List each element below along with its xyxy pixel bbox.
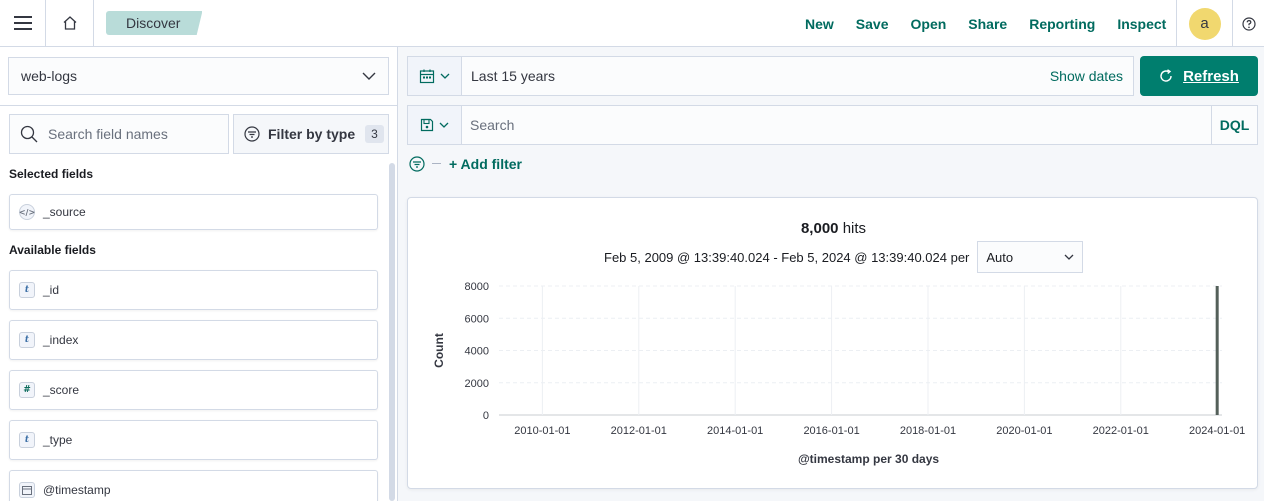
user-menu[interactable]: a bbox=[1176, 0, 1232, 47]
number-field-icon: # bbox=[19, 382, 35, 398]
field-item-timestamp[interactable]: @timestamp bbox=[9, 470, 378, 501]
date-range-label[interactable]: Last 15 years bbox=[471, 68, 556, 84]
filter-row: + Add filter bbox=[409, 154, 522, 174]
field-search-placeholder: Search field names bbox=[48, 126, 168, 142]
add-filter-button[interactable]: + Add filter bbox=[449, 156, 522, 172]
divider bbox=[0, 105, 398, 106]
interval-value: Auto bbox=[986, 249, 1014, 265]
chevron-down-icon bbox=[440, 73, 450, 79]
calendar-field-icon bbox=[19, 482, 35, 498]
x-tick-label: 2010-01-01 bbox=[514, 425, 570, 437]
filter-by-type-label: Filter by type bbox=[268, 126, 356, 142]
date-picker: Last 15 years Show dates bbox=[407, 56, 1134, 96]
calendar-icon bbox=[419, 69, 435, 84]
sidebar-scrollbar[interactable] bbox=[389, 163, 395, 501]
breadcrumb[interactable]: Discover bbox=[106, 11, 203, 35]
source-field-icon: </> bbox=[19, 204, 35, 220]
field-name: _source bbox=[43, 205, 86, 219]
selected-fields-title: Selected fields bbox=[9, 167, 94, 181]
y-tick-label: 2000 bbox=[465, 378, 489, 390]
query-bar: Search DQL bbox=[407, 105, 1258, 145]
field-name: _score bbox=[43, 383, 80, 397]
avatar: a bbox=[1188, 7, 1221, 40]
field-item-type[interactable]: t _type bbox=[9, 420, 378, 460]
y-tick-label: 6000 bbox=[465, 313, 489, 325]
y-tick-label: 0 bbox=[483, 410, 489, 422]
interval-select[interactable]: Auto bbox=[977, 241, 1084, 273]
x-tick-label: 2018-01-01 bbox=[900, 425, 956, 437]
y-tick-label: 4000 bbox=[465, 346, 489, 358]
field-name: _id bbox=[43, 283, 60, 297]
index-pattern-select[interactable]: web-logs bbox=[8, 57, 389, 95]
hits-label: hits bbox=[842, 220, 867, 237]
save-button[interactable]: Save bbox=[855, 15, 889, 32]
refresh-button[interactable]: Refresh bbox=[1140, 56, 1258, 96]
y-axis-label: Count bbox=[432, 333, 446, 368]
share-button[interactable]: Share bbox=[968, 15, 1008, 32]
histogram-panel: 8,000 hits Feb 5, 2009 @ 13:39:40.024 - … bbox=[407, 197, 1258, 489]
filter-icon[interactable] bbox=[409, 156, 425, 172]
x-axis-label: @timestamp per 30 days bbox=[798, 452, 939, 466]
field-item-id[interactable]: t _id bbox=[9, 270, 378, 310]
chevron-down-icon bbox=[1064, 254, 1074, 260]
reporting-button[interactable]: Reporting bbox=[1029, 15, 1096, 32]
available-fields-title: Available fields bbox=[9, 243, 96, 257]
histogram-bar bbox=[1215, 286, 1219, 415]
index-pattern-label: web-logs bbox=[21, 68, 78, 84]
filter-by-type-button[interactable]: Filter by type 3 bbox=[233, 114, 389, 154]
inspect-button[interactable]: Inspect bbox=[1117, 15, 1167, 32]
string-field-icon: t bbox=[19, 332, 35, 348]
quick-menu-button[interactable] bbox=[408, 57, 462, 95]
field-item-index[interactable]: t _index bbox=[9, 320, 378, 360]
x-tick-label: 2020-01-01 bbox=[996, 425, 1052, 437]
top-header: Discover New Save Open Share Reporting I… bbox=[0, 0, 1264, 47]
home-icon bbox=[63, 16, 76, 30]
help-icon bbox=[1241, 16, 1256, 31]
string-field-icon: t bbox=[19, 282, 35, 298]
divider bbox=[432, 163, 441, 164]
hits-counter: 8,000 hits bbox=[408, 220, 1259, 237]
chevron-down-icon bbox=[439, 122, 449, 128]
field-name: _type bbox=[43, 433, 73, 447]
field-item-source[interactable]: </> _source bbox=[9, 194, 378, 230]
help-button[interactable] bbox=[1232, 0, 1264, 47]
x-tick-label: 2014-01-01 bbox=[707, 425, 763, 437]
top-actions: New Save Open Share Reporting Inspect bbox=[794, 0, 1177, 47]
x-tick-label: 2024-01-01 bbox=[1189, 425, 1245, 437]
histogram-chart: 0 2000 4000 6000 8000 2010-01-01 2012-01-01 201… bbox=[432, 281, 1245, 466]
x-tick-label: 2022-01-01 bbox=[1093, 425, 1149, 437]
filter-count-badge: 3 bbox=[365, 125, 384, 143]
search-icon bbox=[20, 125, 38, 143]
save-icon bbox=[420, 118, 434, 132]
show-dates-button[interactable]: Show dates bbox=[1049, 68, 1123, 84]
field-search-input[interactable]: Search field names bbox=[9, 114, 229, 154]
refresh-label: Refresh bbox=[1183, 67, 1239, 85]
query-language-button[interactable]: DQL bbox=[1211, 106, 1257, 144]
filter-icon bbox=[244, 126, 260, 142]
saved-query-button[interactable] bbox=[408, 106, 462, 144]
new-button[interactable]: New bbox=[805, 15, 834, 32]
field-name: @timestamp bbox=[43, 483, 111, 497]
field-name: _index bbox=[43, 333, 79, 347]
hits-count: 8,000 bbox=[800, 220, 839, 237]
x-tick-label: 2016-01-01 bbox=[803, 425, 859, 437]
field-sidebar: web-logs Search field names Filter by ty… bbox=[0, 47, 398, 501]
time-range-text: Feb 5, 2009 @ 13:39:40.024 - Feb 5, 2024… bbox=[604, 249, 970, 265]
chevron-down-icon bbox=[362, 72, 376, 80]
x-tick-label: 2012-01-01 bbox=[611, 425, 667, 437]
string-field-icon: t bbox=[19, 432, 35, 448]
query-input[interactable]: Search bbox=[470, 117, 515, 133]
home-button[interactable] bbox=[46, 0, 94, 47]
field-item-score[interactable]: # _score bbox=[9, 370, 378, 410]
open-button[interactable]: Open bbox=[910, 15, 947, 32]
time-range-row: Feb 5, 2009 @ 13:39:40.024 - Feb 5, 2024… bbox=[604, 241, 1084, 273]
refresh-icon bbox=[1160, 69, 1172, 82]
y-tick-label: 8000 bbox=[465, 281, 489, 293]
hamburger-icon bbox=[13, 16, 32, 30]
menu-button[interactable] bbox=[0, 0, 46, 47]
